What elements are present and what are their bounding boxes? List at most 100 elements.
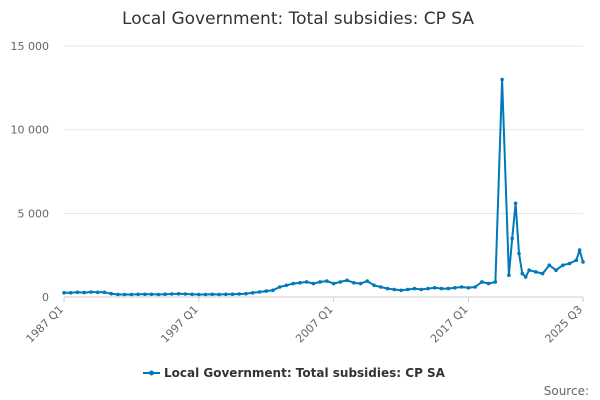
data-point[interactable] — [183, 292, 188, 296]
x-tick-label: 1987 Q1 — [24, 303, 67, 346]
data-point[interactable] — [264, 289, 269, 293]
data-point[interactable] — [574, 258, 579, 263]
data-point[interactable] — [277, 285, 282, 289]
data-point[interactable] — [338, 280, 343, 284]
data-point[interactable] — [271, 288, 275, 293]
data-point[interactable] — [331, 281, 336, 286]
data-point[interactable] — [291, 281, 296, 286]
data-point[interactable] — [493, 280, 498, 284]
data-point[interactable] — [426, 286, 430, 291]
y-tick-label: 0 — [42, 291, 49, 304]
data-point[interactable] — [577, 248, 582, 252]
x-tick-label: 2007 Q1 — [293, 303, 336, 346]
data-point[interactable] — [365, 279, 370, 283]
data-point[interactable] — [372, 283, 376, 288]
data-point[interactable] — [352, 281, 356, 285]
data-point[interactable] — [230, 292, 235, 297]
data-point[interactable] — [68, 291, 73, 295]
x-axis: 1987 Q1 1997 Q1 2007 Q1 2017 Q1 2025 Q3 — [24, 297, 586, 346]
data-point[interactable] — [439, 286, 444, 291]
data-point[interactable] — [224, 292, 228, 297]
data-point[interactable] — [89, 290, 93, 294]
data-point[interactable] — [466, 286, 471, 290]
data-point[interactable] — [311, 281, 316, 286]
data-point[interactable] — [523, 275, 528, 279]
data-point[interactable] — [176, 292, 181, 296]
data-point[interactable] — [554, 268, 558, 273]
data-point[interactable] — [149, 292, 154, 297]
data-point[interactable] — [325, 279, 329, 283]
data-point[interactable] — [507, 273, 511, 278]
data-point[interactable] — [520, 271, 525, 276]
data-point[interactable] — [432, 286, 437, 290]
data-point[interactable] — [446, 286, 451, 291]
data-point[interactable] — [412, 286, 417, 291]
data-point[interactable] — [197, 292, 201, 297]
data-point[interactable] — [237, 292, 241, 296]
data-point[interactable] — [567, 261, 572, 266]
data-point[interactable] — [358, 281, 363, 286]
data-point[interactable] — [257, 290, 262, 294]
legend[interactable]: Local Government: Total subsidies: CP SA — [143, 366, 446, 380]
data-point[interactable] — [453, 286, 457, 290]
data-point[interactable] — [136, 292, 140, 297]
data-point[interactable] — [109, 291, 113, 296]
data-point[interactable] — [244, 291, 248, 296]
data-point[interactable] — [480, 280, 484, 284]
data-point[interactable] — [82, 290, 86, 295]
legend-point-marker — [149, 370, 154, 376]
x-tick-label: 2017 Q1 — [428, 303, 471, 346]
data-point[interactable] — [210, 292, 215, 297]
data-point[interactable] — [318, 280, 322, 284]
data-point[interactable] — [534, 270, 538, 274]
data-point[interactable] — [250, 291, 255, 295]
y-axis: 0 5 000 10 000 15 000 — [11, 40, 50, 304]
data-point[interactable] — [581, 260, 585, 264]
data-point[interactable] — [513, 201, 518, 206]
x-tick-label: 1997 Q1 — [158, 303, 201, 346]
data-point[interactable] — [561, 263, 565, 268]
data-point[interactable] — [459, 285, 464, 289]
data-point[interactable] — [75, 290, 80, 295]
y-tick-label: 10 000 — [11, 124, 50, 137]
data-point[interactable] — [419, 287, 424, 292]
chart-title: Local Government: Total subsidies: CP SA — [122, 9, 474, 29]
data-point[interactable] — [486, 281, 491, 286]
data-point[interactable] — [190, 292, 194, 297]
data-point[interactable] — [510, 236, 514, 241]
y-tick-label: 5 000 — [18, 207, 50, 220]
data-point[interactable] — [473, 285, 478, 289]
data-point[interactable] — [170, 292, 174, 296]
source-label: Source: — [544, 384, 589, 398]
data-point[interactable] — [116, 292, 120, 297]
data-point[interactable] — [540, 271, 545, 276]
data-point[interactable] — [95, 290, 100, 295]
data-point[interactable] — [143, 292, 147, 297]
data-point[interactable] — [392, 287, 397, 292]
data-point[interactable] — [129, 292, 134, 297]
gridlines — [64, 45, 583, 298]
data-point[interactable] — [284, 283, 289, 288]
data-point[interactable] — [304, 280, 309, 284]
data-point[interactable] — [517, 251, 521, 256]
data-point[interactable] — [298, 281, 302, 285]
data-point[interactable] — [345, 278, 349, 283]
data-point[interactable] — [379, 285, 383, 289]
data-point[interactable] — [62, 291, 66, 295]
data-point[interactable] — [527, 268, 531, 273]
data-point[interactable] — [203, 292, 208, 297]
data-point[interactable] — [547, 263, 552, 268]
legend-label: Local Government: Total subsidies: CP SA — [164, 366, 446, 380]
data-point[interactable] — [385, 286, 390, 291]
data-point[interactable] — [217, 292, 221, 297]
y-tick-label: 15 000 — [11, 40, 50, 53]
data-point[interactable] — [156, 292, 161, 297]
data-point[interactable] — [102, 290, 107, 295]
data-point[interactable] — [122, 292, 127, 297]
data-point[interactable] — [399, 288, 403, 293]
x-tick-label: 2025 Q3 — [543, 303, 586, 346]
data-point[interactable] — [500, 77, 504, 82]
data-point[interactable] — [163, 292, 167, 297]
data-point[interactable] — [406, 287, 410, 292]
